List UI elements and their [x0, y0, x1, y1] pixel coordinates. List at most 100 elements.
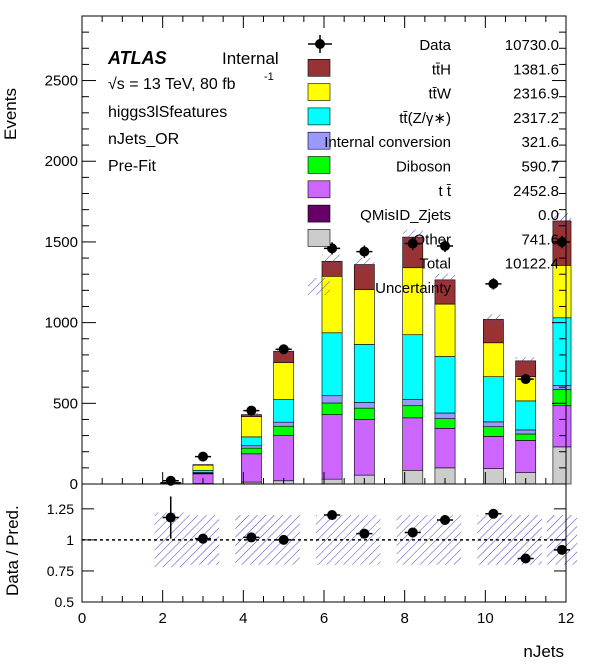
legend-swatch	[307, 204, 331, 223]
y-tick-label: 1000	[45, 315, 78, 332]
legend-value: 1381.6	[513, 61, 559, 78]
x-tick-label: 0	[78, 610, 86, 627]
bar-ttw	[273, 362, 295, 400]
bar-internal-conversion	[434, 412, 456, 419]
bar-ttw	[241, 416, 262, 438]
data-point	[165, 475, 176, 486]
data-point	[198, 451, 208, 462]
legend-swatch	[308, 278, 330, 295]
y-tick-label: 1500	[45, 234, 78, 251]
legend-value: 2317.2	[513, 110, 559, 127]
x-tick-label: 4	[239, 610, 247, 627]
ratio-y-axis: 0.5 0.75 1 1.25	[47, 501, 566, 610]
bar-other	[552, 446, 572, 485]
legend-swatch	[307, 107, 331, 126]
bar-ttz	[552, 317, 572, 386]
bar-tt	[353, 419, 375, 476]
legend-entry-tt: t t̄ 2452.8	[307, 180, 559, 200]
x-tick-label: 12	[558, 610, 575, 627]
y-tick-label: 2000	[45, 153, 78, 170]
ratio-point	[278, 534, 289, 545]
legend-label: Internal conversion	[324, 134, 451, 151]
data-point	[440, 240, 450, 251]
uncertainty-hatch	[321, 254, 343, 268]
uncertainty-hatch	[515, 357, 536, 365]
legend-swatch	[307, 83, 331, 101]
bar-ttz	[434, 356, 456, 414]
legend-value: 590.7	[521, 159, 559, 176]
energy-exponent: -1	[264, 71, 274, 83]
legend-swatch	[307, 131, 331, 150]
x-tick-label: 10	[477, 610, 494, 627]
bar-ttz	[402, 334, 424, 400]
ratio-point	[407, 527, 418, 538]
legend-label: t t̄	[438, 183, 451, 200]
data-point	[488, 278, 499, 289]
ratio-point	[359, 528, 370, 539]
bar-ttz	[515, 400, 537, 431]
legend-value: 10730.0	[505, 37, 559, 54]
ratio-y-axis-label: Data / Pred.	[3, 505, 22, 596]
main-panel: 0 500 1000 1500 2000 2500 Events ATLAS Intern…	[1, 15, 572, 493]
legend-label: Total	[419, 256, 451, 273]
uncertainty-hatch	[434, 273, 456, 286]
bar-ttw	[192, 464, 214, 471]
bar-ttw	[552, 265, 572, 319]
ratio-y-tick-label: 0.5	[55, 594, 75, 610]
legend-label: tt̄W	[429, 86, 452, 103]
ratio-panel: 0.5 0.75 1 1.25 0 2 4 6 8 10 12 Data / Pred. nJet…	[3, 483, 578, 661]
data-point	[520, 374, 531, 385]
ratio-point	[246, 532, 257, 543]
ratio-point	[520, 553, 531, 564]
y-tick-label: 0	[70, 476, 78, 493]
legend-label: Uncertainty	[375, 280, 451, 297]
x-axis: 0 2 4 6 8 10 12	[78, 590, 575, 627]
data-point	[407, 238, 418, 249]
bar-tt	[552, 405, 572, 448]
main-x-ticks	[81, 16, 567, 484]
legend-entry-data: Data 10730.0	[308, 35, 559, 54]
ratio-y-tick-label: 0.75	[47, 563, 74, 579]
legend-value: 2452.8	[513, 183, 559, 200]
bar-internal-conversion	[321, 395, 343, 404]
internal-label: Internal	[222, 49, 279, 68]
bar-ttw	[483, 342, 504, 377]
legend-entry-total: Total 10122.4	[419, 256, 559, 273]
bar-diboson	[402, 405, 424, 419]
stage-label: Pre-Fit	[108, 158, 157, 175]
legend-label: QMisID_Zjets	[360, 207, 451, 224]
uncertainty-hatch	[552, 213, 572, 229]
legend-value: 0.0	[538, 207, 559, 224]
bar-ttw	[353, 289, 375, 345]
variable-label: nJets_OR	[108, 131, 179, 148]
bar-diboson	[241, 447, 262, 455]
bar-tt	[434, 428, 456, 469]
data-point	[246, 405, 257, 416]
x-tick-label: 6	[320, 610, 328, 627]
bar-diboson	[353, 407, 375, 420]
energy-label: √s = 13 TeV, 80 fb	[108, 76, 236, 93]
bar-tt	[273, 435, 295, 482]
legend-entry-diboson: Diboson 590.7	[307, 156, 559, 176]
ratio-y-tick-label: 1	[66, 532, 74, 548]
bar-internal-conversion	[273, 421, 295, 427]
legend-swatch	[307, 156, 331, 174]
data-point	[278, 344, 289, 355]
y-tick-label: 2500	[45, 73, 78, 90]
legend-swatch	[307, 58, 331, 77]
bar-internal-conversion	[402, 398, 424, 407]
ratio-points	[162, 496, 571, 564]
bar-diboson	[515, 433, 537, 441]
ratio-point	[165, 512, 176, 523]
legend-entry-unc: Uncertainty	[308, 278, 451, 297]
bar-tt	[515, 440, 537, 474]
bar-other	[483, 468, 504, 485]
uncertainty-hatch	[483, 314, 504, 325]
x-tick-label: 2	[158, 610, 166, 627]
legend-label: Diboson	[396, 159, 451, 176]
bar-diboson	[434, 418, 456, 429]
y-tick-label: 500	[53, 395, 78, 412]
legend-value: 2316.9	[513, 86, 559, 103]
legend-label: Other	[413, 231, 451, 248]
